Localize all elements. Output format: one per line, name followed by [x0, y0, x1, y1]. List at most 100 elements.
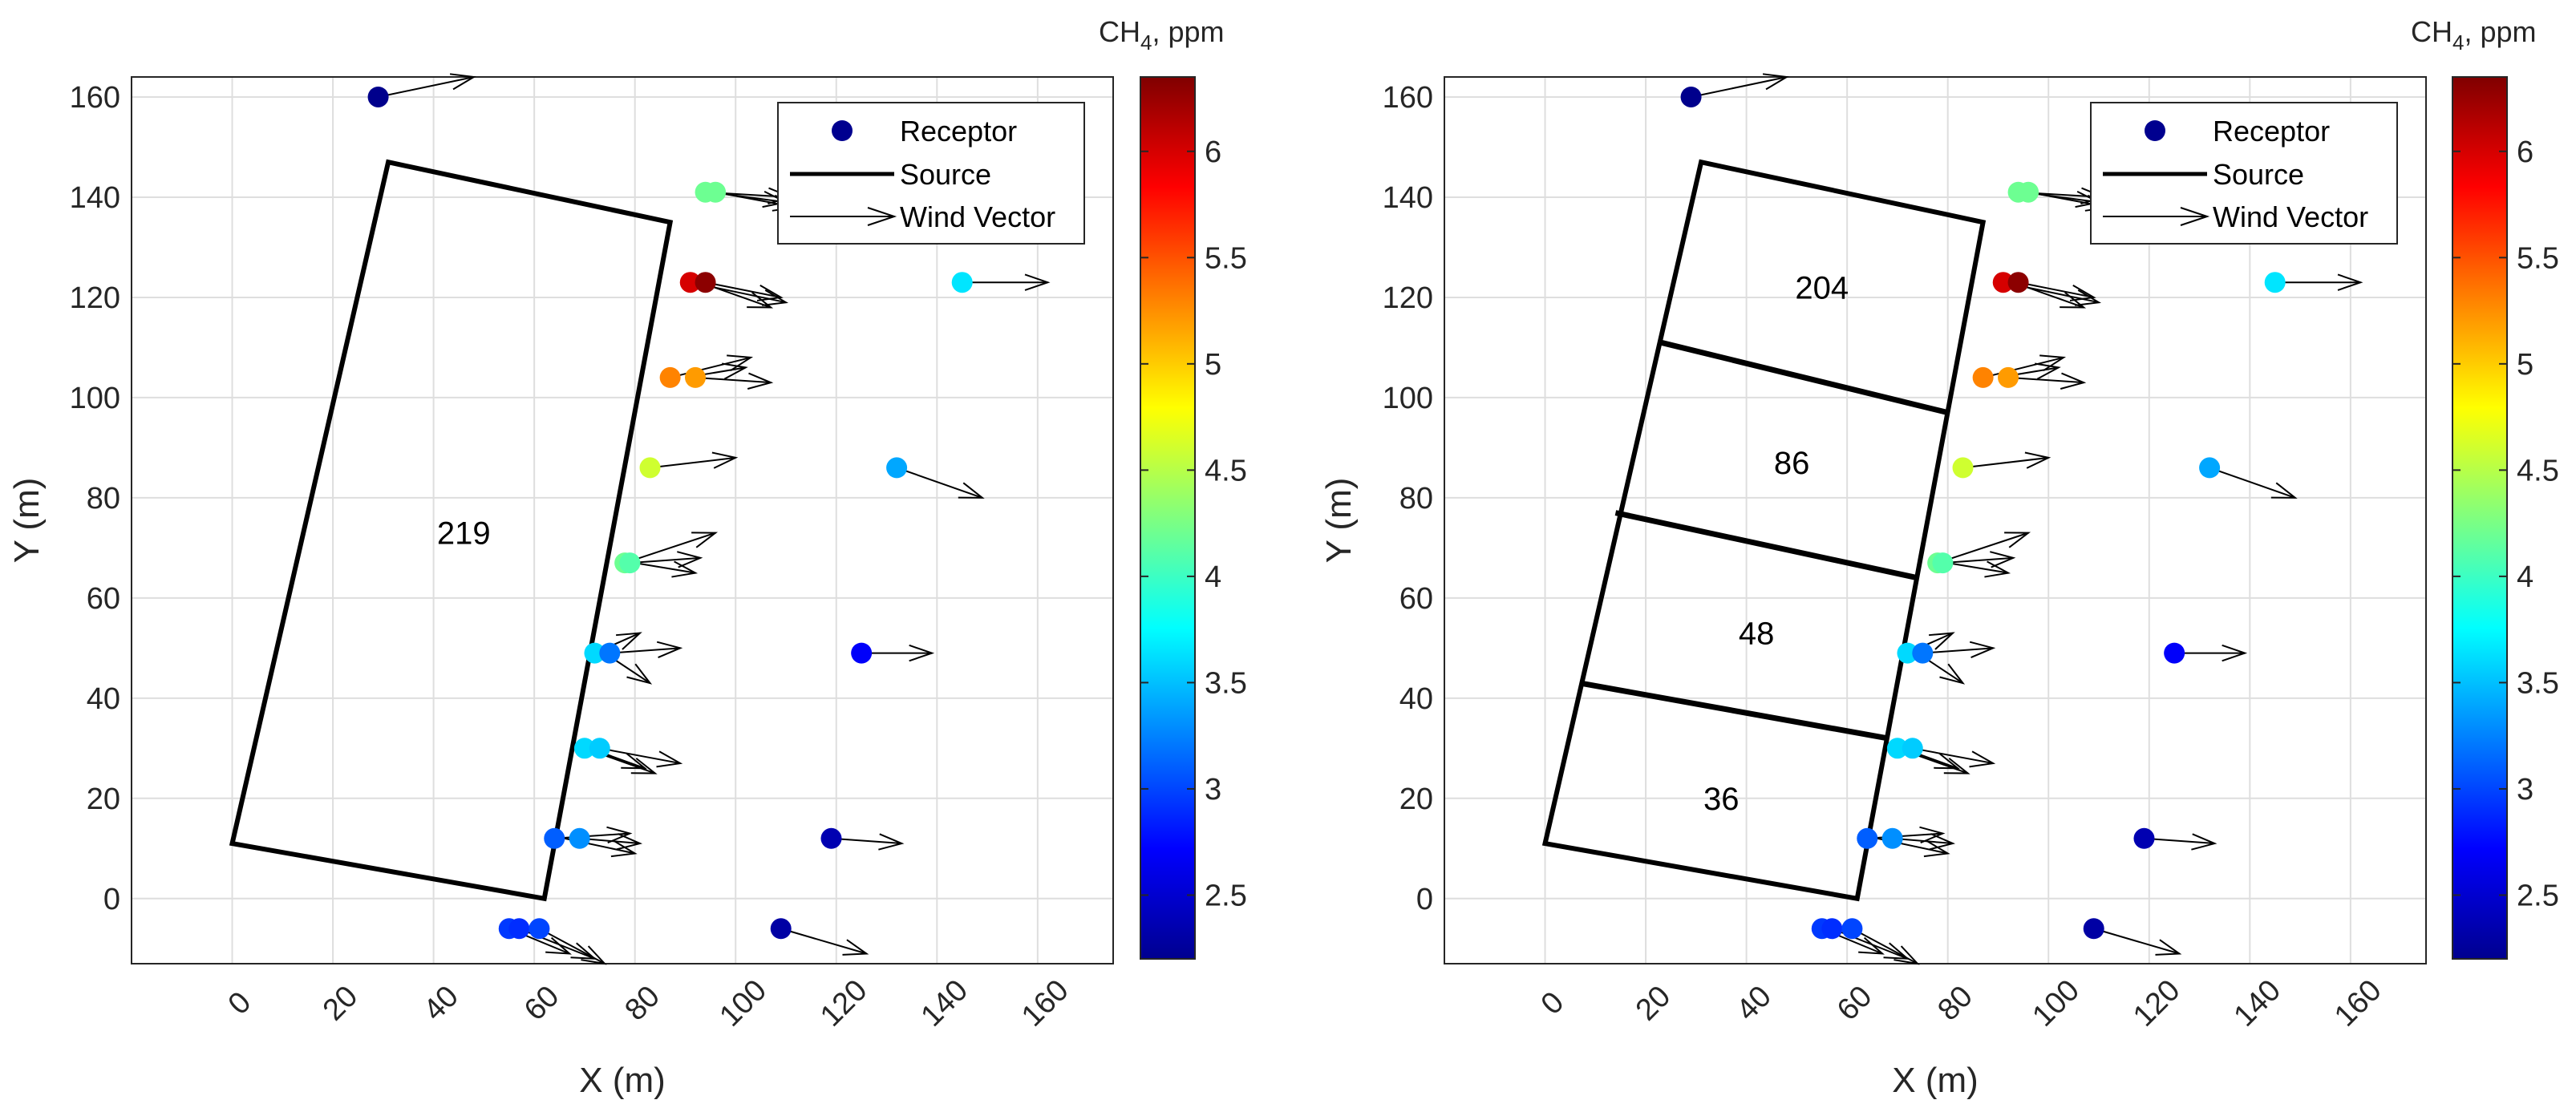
x-axis-label: X (m): [579, 1061, 666, 1100]
wind-vector-shaft: [2007, 376, 2084, 384]
source-divider-line: [1614, 510, 1918, 581]
colorbar-gradient: [2452, 76, 2508, 960]
legend-receptor-label: Receptor: [2213, 115, 2330, 148]
wind-vector-arrow: [1937, 532, 2031, 564]
receptor-marker: [1902, 738, 1923, 759]
wind-vector-arrow: [610, 641, 683, 658]
y-tick-label: 20: [87, 782, 120, 816]
wind-vector-head: [621, 752, 648, 770]
y-tick-label: 0: [1416, 883, 1433, 916]
x-tick-label: 120: [814, 973, 874, 1033]
receptor-marker: [1992, 272, 2014, 293]
wind-vector-shaft: [831, 837, 902, 845]
colorbar-title-rest: , ppm: [1152, 15, 1224, 48]
colorbar-title-main: CH: [1099, 15, 1140, 48]
wind-vector-head: [2075, 289, 2102, 306]
source-polygons: [1541, 159, 1987, 902]
wind-vectors: [1691, 73, 2363, 965]
wind-vector-shaft: [650, 456, 736, 469]
wind-vector-shaft: [2209, 467, 2296, 499]
wind-vector-shaft: [599, 747, 681, 765]
colorbar-title-sub: 4: [1140, 30, 1152, 55]
y-tick-label: 120: [70, 281, 120, 315]
wind-vector-head: [2004, 532, 2031, 548]
receptor-markers: [367, 86, 973, 940]
wind-vector-head: [909, 644, 935, 662]
legend-wind-arrow: [790, 207, 897, 226]
wind-vector-arrow: [2174, 644, 2248, 662]
wind-vector-arrow: [2274, 273, 2363, 291]
receptor-marker: [2018, 181, 2039, 203]
receptor-marker: [2199, 457, 2221, 479]
receptor-marker: [659, 366, 681, 388]
wind-vector-arrow: [1851, 928, 1920, 965]
source-emission-labels: 204 86 48 36: [1703, 270, 1849, 816]
wind-vector-shaft: [780, 928, 867, 955]
wind-vector-arrow: [2007, 372, 2087, 390]
wind-vector-shaft: [1922, 647, 1994, 654]
receptor-marker: [589, 738, 610, 759]
legend-source-label: Source: [2213, 158, 2304, 191]
wind-vector-shaft: [1947, 562, 2009, 574]
wind-vector-head: [615, 632, 642, 650]
wind-vector-head: [610, 840, 638, 858]
wind-vector-head: [1894, 945, 1920, 965]
wind-vector-head: [626, 663, 653, 685]
y-tick-label: 160: [70, 81, 120, 115]
receptor-marker: [1932, 552, 1954, 574]
source-emission-label: 48: [1739, 617, 1775, 652]
legend-wind-label: Wind Vector: [900, 200, 1055, 233]
y-tick-label: 120: [1383, 281, 1433, 315]
legend-source-label: Source: [900, 158, 991, 191]
receptor-marker: [584, 642, 606, 664]
wind-vector-head: [1919, 826, 1946, 844]
wind-vector-arrow: [1912, 747, 1996, 768]
y-tick-labels: 0 20 40 60 80 100 120 140 160: [1383, 81, 1433, 916]
wind-vector-shaft: [695, 376, 772, 384]
source-polygon: [1541, 159, 1987, 902]
y-tick-label: 40: [1399, 682, 1433, 716]
colorbar-tick-label: 2.5: [2517, 879, 2559, 912]
receptor-marker: [1912, 642, 1934, 664]
wind-vector-arrow: [2093, 928, 2182, 956]
y-tick-label: 40: [87, 682, 120, 716]
receptor-marker: [1881, 827, 1903, 849]
wind-vector-arrow: [1962, 451, 2051, 469]
y-tick-labels: 0 20 40 60 80 100 120 140 160: [70, 81, 120, 916]
legend-receptor-marker: [2145, 120, 2165, 141]
wind-vector-head: [2035, 362, 2061, 380]
wind-vector-arrow: [2209, 467, 2298, 499]
receptor-marker: [367, 86, 389, 107]
legend: Receptor Source Wind Vector: [777, 102, 1085, 245]
wind-vector-head: [1923, 840, 1950, 858]
wind-vector-head: [581, 945, 607, 965]
receptor-markers: [1680, 86, 2286, 940]
x-tick-labels: 0 20 40 60 80 100 120 140 160: [1535, 973, 2388, 1033]
wind-vector-shaft: [1691, 76, 1788, 98]
x-tick-label: 60: [1831, 980, 1879, 1028]
receptor-marker: [1952, 457, 1974, 479]
legend: Receptor Source Wind Vector: [2090, 102, 2398, 245]
wind-vector-head: [2270, 482, 2298, 499]
colorbar-tick-label: 4.5: [2517, 454, 2559, 487]
receptor-marker: [529, 918, 550, 940]
y-axis-label: Y (m): [7, 478, 47, 564]
wind-vector-head: [1024, 273, 1051, 291]
wind-vector-shaft: [1937, 532, 2029, 564]
x-axis-label: X (m): [1892, 1061, 1979, 1100]
receptor-marker: [544, 827, 565, 849]
receptor-marker: [1841, 918, 1863, 940]
receptor-marker: [1972, 366, 1994, 388]
receptor-marker: [569, 827, 590, 849]
wind-vector-head: [1928, 632, 1955, 650]
legend-receptor-label: Receptor: [900, 115, 1017, 148]
wind-vector-shaft: [1962, 456, 2049, 469]
wind-vector-shaft: [634, 562, 696, 574]
wind-vector-shaft: [378, 76, 475, 98]
wind-vector-arrow: [650, 451, 739, 469]
right-panel: 0 20 40 60 80 100 120 140 160 0 20 40 60 80 100 120 140…: [1319, 15, 2559, 1100]
wind-vector-head: [2337, 273, 2363, 291]
wind-vector-arrow: [831, 833, 905, 851]
wind-vector-shaft: [896, 467, 983, 499]
colorbar-ticks: 2.5 3 3.5 4 4.5 5 5.5 6: [1140, 135, 1247, 912]
